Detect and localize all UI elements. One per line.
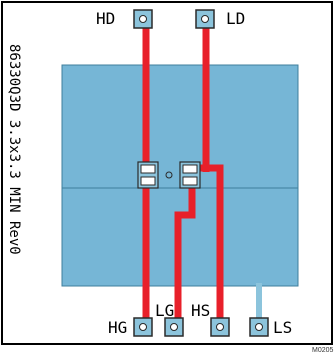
trace-lg xyxy=(174,186,196,324)
pad-hg[interactable] xyxy=(133,317,153,337)
trace-hs xyxy=(196,164,224,324)
pad-hd[interactable] xyxy=(133,9,153,29)
label-hg: HG xyxy=(108,318,127,337)
figure-id: M0205 xyxy=(312,347,334,354)
label-lg: LG xyxy=(155,301,174,320)
die-right-pad-top xyxy=(182,164,198,174)
pad-ls[interactable] xyxy=(249,317,269,337)
label-hs: HS xyxy=(191,301,210,320)
label-hd: HD xyxy=(96,9,115,28)
die-left-pad-top xyxy=(140,164,156,174)
label-ls: LS xyxy=(273,318,292,337)
die-right-pad-bottom xyxy=(182,176,198,186)
red-traces xyxy=(142,22,224,324)
center-via xyxy=(165,171,173,179)
label-ld: LD xyxy=(226,9,245,28)
pad-ld[interactable] xyxy=(195,9,215,29)
center-dies xyxy=(137,161,201,189)
pad-lg[interactable] xyxy=(164,317,184,337)
part-side-label: 86330Q3D 3.3x3.3 MIN Rev0 xyxy=(6,44,22,255)
die-left-pad-bottom xyxy=(140,176,156,186)
pad-hs[interactable] xyxy=(210,317,230,337)
pads xyxy=(133,9,269,337)
ls-trace xyxy=(256,283,262,323)
outer-frame xyxy=(1,1,333,345)
